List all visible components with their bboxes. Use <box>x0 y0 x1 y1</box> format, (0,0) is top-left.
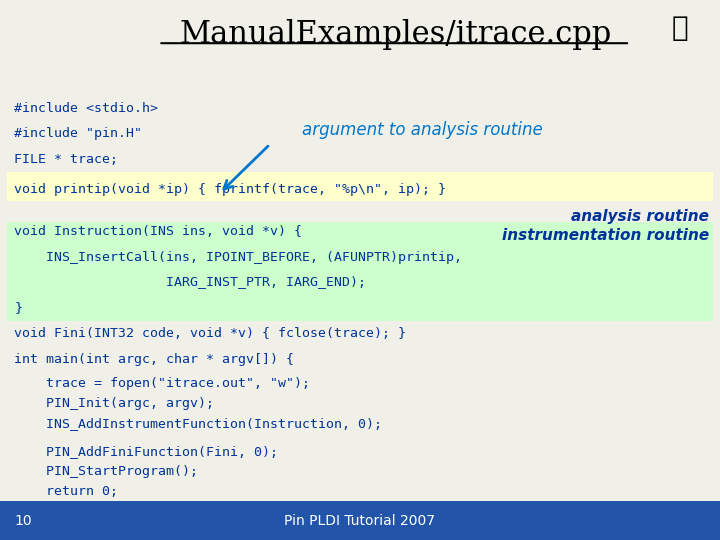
Text: Pin PLDI Tutorial 2007: Pin PLDI Tutorial 2007 <box>284 514 436 528</box>
Text: void Fini(INT32 code, void *v) { fclose(trace); }: void Fini(INT32 code, void *v) { fclose(… <box>14 327 406 340</box>
Text: void Instruction(INS ins, void *v) {: void Instruction(INS ins, void *v) { <box>14 225 302 238</box>
Text: IARG_INST_PTR, IARG_END);: IARG_INST_PTR, IARG_END); <box>14 275 366 288</box>
Text: return 0;: return 0; <box>14 485 118 498</box>
Text: #include "pin.H": #include "pin.H" <box>14 127 143 140</box>
Text: ManualExamples/itrace.cpp: ManualExamples/itrace.cpp <box>180 18 612 50</box>
Text: argument to analysis routine: argument to analysis routine <box>302 120 543 139</box>
Text: trace = fopen("itrace.out", "w");: trace = fopen("itrace.out", "w"); <box>14 377 310 390</box>
Text: PIN_Init(argc, argv);: PIN_Init(argc, argv); <box>14 397 215 410</box>
Text: PIN_StartProgram();: PIN_StartProgram(); <box>14 465 199 478</box>
Text: INS_InsertCall(ins, IPOINT_BEFORE, (AFUNPTR)printip,: INS_InsertCall(ins, IPOINT_BEFORE, (AFUN… <box>14 251 462 264</box>
Text: 10: 10 <box>14 514 32 528</box>
Text: #include <stdio.h>: #include <stdio.h> <box>14 102 158 114</box>
Text: void printip(void *ip) { fprintf(trace, "%p\n", ip); }: void printip(void *ip) { fprintf(trace, … <box>14 183 446 196</box>
Text: 📌: 📌 <box>672 14 689 42</box>
Text: instrumentation routine: instrumentation routine <box>502 228 709 244</box>
Text: PIN_AddFiniFunction(Fini, 0);: PIN_AddFiniFunction(Fini, 0); <box>14 446 279 458</box>
FancyBboxPatch shape <box>7 222 713 321</box>
Text: FILE * trace;: FILE * trace; <box>14 153 118 166</box>
Text: analysis routine: analysis routine <box>571 208 709 224</box>
Text: int main(int argc, char * argv[]) {: int main(int argc, char * argv[]) { <box>14 353 294 366</box>
FancyBboxPatch shape <box>0 501 720 540</box>
FancyBboxPatch shape <box>7 172 713 201</box>
Text: }: } <box>14 301 22 314</box>
Text: }: } <box>14 505 22 518</box>
Text: INS_AddInstrumentFunction(Instruction, 0);: INS_AddInstrumentFunction(Instruction, 0… <box>14 417 382 430</box>
